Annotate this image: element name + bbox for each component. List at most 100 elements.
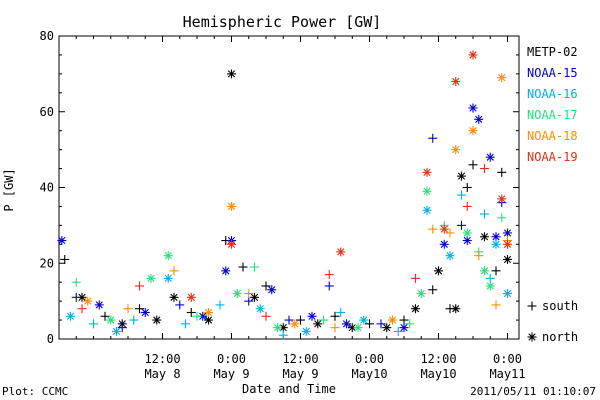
y-axis-label: P [GW] xyxy=(2,168,16,211)
y-tick-label: 60 xyxy=(40,105,54,119)
marker-legend: south north xyxy=(527,299,578,344)
data-point xyxy=(474,114,484,124)
data-point xyxy=(439,224,449,234)
data-point xyxy=(204,315,213,325)
data-point xyxy=(411,304,420,314)
data-point xyxy=(411,273,420,283)
data-point xyxy=(273,323,282,333)
data-point xyxy=(278,330,288,340)
data-point xyxy=(485,281,495,291)
x-tick-time-label: 0:00 xyxy=(355,352,384,366)
data-points xyxy=(57,50,512,340)
data-point xyxy=(146,273,156,283)
data-point xyxy=(405,319,415,329)
data-point xyxy=(135,304,144,314)
data-point xyxy=(503,254,512,264)
y-axis: 0 20 40 60 80 xyxy=(40,29,519,346)
x-tick-time-label: 12:00 xyxy=(144,352,180,366)
data-point xyxy=(474,251,484,261)
data-point xyxy=(94,300,104,310)
legend-entry: NOAA-19 xyxy=(527,150,578,164)
marker-legend-label: south xyxy=(542,299,578,313)
data-point xyxy=(399,323,409,333)
data-point xyxy=(388,315,397,325)
x-tick-time-label: 0:00 xyxy=(217,352,246,366)
data-point xyxy=(457,190,466,200)
data-point xyxy=(163,273,173,283)
data-point xyxy=(60,254,70,264)
data-point xyxy=(416,289,426,299)
data-point xyxy=(261,281,271,291)
x-tick-date-label: May10 xyxy=(420,367,456,381)
data-point xyxy=(376,319,386,329)
data-point xyxy=(485,152,495,162)
data-point xyxy=(284,315,294,325)
north-marker-icon xyxy=(527,332,537,342)
x-tick-date-label: May 8 xyxy=(144,367,180,381)
x-tick-time-label: 0:00 xyxy=(493,352,522,366)
data-point xyxy=(71,292,81,302)
data-point xyxy=(480,164,489,174)
data-point xyxy=(480,232,489,242)
legend-entry: METP-02 xyxy=(527,45,578,59)
data-point xyxy=(221,266,231,276)
data-point xyxy=(382,323,392,333)
x-axis-label: Date and Time xyxy=(242,382,336,396)
chart-title: Hemispheric Power [GW] xyxy=(183,13,382,31)
x-tick-time-label: 12:00 xyxy=(282,352,318,366)
data-point xyxy=(503,228,512,238)
y-tick-label: 20 xyxy=(40,256,54,270)
data-point xyxy=(451,304,461,314)
legend-entry: NOAA-18 xyxy=(527,129,578,143)
data-point xyxy=(192,311,202,321)
data-point xyxy=(422,167,432,177)
data-point xyxy=(480,266,489,276)
legend-entry: NOAA-17 xyxy=(527,108,578,122)
x-tick-date-label: May 9 xyxy=(282,367,318,381)
data-point xyxy=(169,292,179,302)
data-point xyxy=(457,171,466,181)
data-point xyxy=(451,76,461,86)
data-point xyxy=(336,247,346,257)
data-point xyxy=(57,236,67,246)
data-point xyxy=(491,239,501,249)
y-tick-label: 40 xyxy=(40,181,54,195)
data-point xyxy=(250,262,259,272)
data-point xyxy=(462,228,472,238)
data-point xyxy=(301,326,311,336)
data-point xyxy=(227,69,236,79)
data-point xyxy=(468,50,478,60)
data-point xyxy=(244,289,254,299)
data-point xyxy=(112,326,121,336)
data-point xyxy=(89,319,98,329)
legend-entry: NOAA-15 xyxy=(527,66,578,80)
data-point xyxy=(204,307,213,317)
data-point xyxy=(307,311,317,321)
data-point xyxy=(227,201,236,211)
data-point xyxy=(296,315,305,325)
data-point xyxy=(313,319,323,329)
data-point xyxy=(491,232,501,242)
data-point xyxy=(175,300,185,310)
data-point xyxy=(198,311,208,321)
data-point xyxy=(267,285,277,295)
data-point xyxy=(497,213,507,223)
plot-frame xyxy=(58,35,520,340)
data-point xyxy=(227,239,236,249)
x-tick-date-label: May 9 xyxy=(213,367,249,381)
data-point xyxy=(491,300,501,310)
data-point xyxy=(250,292,259,302)
data-point xyxy=(428,224,438,234)
data-point xyxy=(445,228,455,238)
data-point xyxy=(324,270,334,280)
x-tick-date-label: May11 xyxy=(489,367,525,381)
data-point xyxy=(457,220,466,230)
data-point xyxy=(186,307,196,317)
data-point xyxy=(491,266,501,276)
south-marker-icon xyxy=(527,301,537,311)
data-point xyxy=(319,315,328,325)
data-point xyxy=(135,281,144,291)
data-point xyxy=(123,304,133,314)
data-point xyxy=(169,266,179,276)
